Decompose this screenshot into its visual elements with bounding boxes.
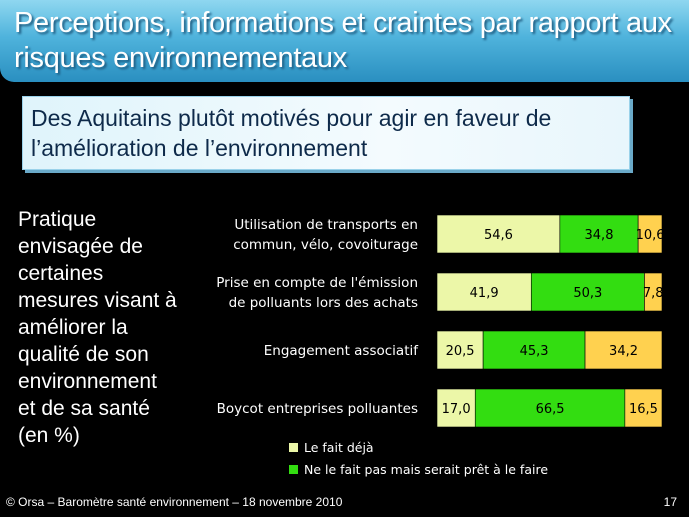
data-label: 50,3 [573,286,602,301]
category-label: Boycot entreprises polluantes [217,401,418,417]
bar-segment [644,272,663,312]
bar-segment [436,388,476,428]
bar-segment [482,330,586,370]
data-label: 34,2 [609,344,638,359]
data-label: 41,9 [470,286,499,301]
data-label: 34,8 [585,228,614,243]
data-label: 45,3 [520,344,549,359]
data-label: 54,6 [484,228,513,243]
data-label: 10,6 [636,228,665,243]
bar-segment [624,388,663,428]
legend-label: Le fait déjà [304,440,374,455]
data-label: 7,8 [643,286,664,301]
slide-subtitle: Des Aquitains plutôt motivés pour agir e… [31,105,552,161]
chart-description: Pratique envisagée de certaines mesures … [18,208,177,447]
stacked-bar-chart: Utilisation de transports en commun, vélo… [216,214,665,477]
page-number: 17 [663,495,677,509]
category-label: Prise en compte de l'émission [216,275,418,291]
data-label: 17,0 [442,402,471,417]
category-label: de polluants lors des achats [229,295,418,311]
data-label: 20,5 [446,344,475,359]
bar-segment [474,388,626,428]
legend-swatch [289,465,298,474]
bar-segment [637,214,663,254]
bar-segment [436,272,532,312]
bar-segment [436,330,484,370]
bar-segment [530,272,645,312]
data-label: 66,5 [536,402,565,417]
subtitle-box: Des Aquitains plutôt motivés pour agir e… [22,96,630,170]
bar-segment [584,330,663,370]
legend-label: Ne le fait pas mais serait prêt à le fai… [304,462,548,477]
bar-segment [436,214,561,254]
title-bar: Perceptions, informations et craintes pa… [0,0,689,82]
slide-title: Perceptions, informations et craintes pa… [14,7,672,74]
category-label: Engagement associatif [264,343,419,359]
data-label: 16,5 [629,402,658,417]
category-label: Utilisation de transports en [234,217,418,233]
footer-source: © Orsa – Baromètre santé environnement –… [6,495,343,509]
category-label: commun, vélo, covoiturage [233,237,418,253]
legend-swatch [289,443,298,452]
